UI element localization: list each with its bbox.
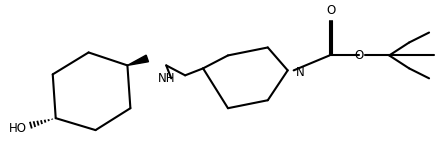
Text: HO: HO xyxy=(9,122,27,135)
Text: NH: NH xyxy=(158,72,176,85)
Text: O: O xyxy=(326,4,335,17)
Text: N: N xyxy=(296,66,304,79)
Polygon shape xyxy=(127,55,148,65)
Text: O: O xyxy=(355,49,364,62)
